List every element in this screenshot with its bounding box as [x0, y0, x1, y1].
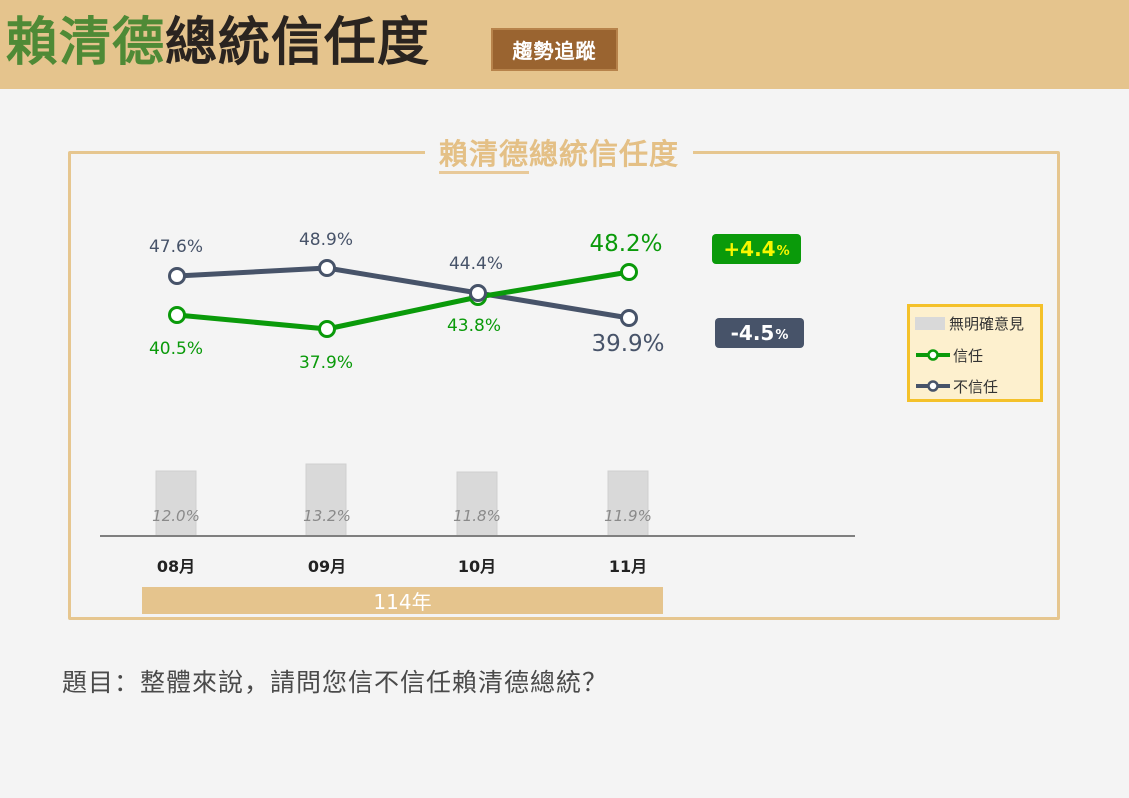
legend-item-no-opinion: 無明確意見	[915, 312, 1024, 334]
distrust-label: 39.9%	[591, 331, 664, 357]
trend-badge: 趨勢追蹤	[491, 28, 618, 71]
no-opinion-bars: 12.0% 13.2% 11.8% 11.9%	[152, 463, 652, 537]
legend-label: 無明確意見	[949, 314, 1025, 333]
distrust-delta-value: -4.5	[730, 321, 775, 345]
chart-legend: 無明確意見 信任 不信任	[907, 304, 1043, 402]
legend-label: 不信任	[953, 377, 999, 396]
distrust-label: 47.6%	[149, 237, 203, 257]
trust-series	[168, 263, 638, 338]
distrust-point	[318, 259, 336, 277]
bar-09	[305, 463, 347, 537]
legend-item-distrust: 不信任	[915, 375, 998, 397]
trust-delta-unit: %	[776, 243, 790, 259]
bar-swatch-icon	[915, 316, 945, 330]
page-header: 賴清德總統信任度 趨勢追蹤	[0, 0, 1129, 89]
bar-label: 12.0%	[152, 507, 200, 525]
page-title-rest: 總統信任度	[165, 13, 431, 73]
distrust-points	[168, 259, 638, 327]
trust-point	[318, 320, 336, 338]
trust-label: 43.8%	[447, 316, 501, 336]
distrust-delta-unit: %	[775, 327, 789, 343]
chart-title-rest: 總統信任度	[529, 137, 680, 171]
trust-point	[168, 306, 186, 324]
distrust-line-marker-icon	[916, 380, 950, 392]
bar-11	[607, 470, 649, 537]
bar-label: 11.9%	[604, 507, 652, 525]
survey-question: 題目：整體來說，請問您信不信任賴清德總統？	[62, 668, 609, 697]
trust-label: 40.5%	[149, 339, 203, 359]
distrust-point	[469, 284, 487, 302]
year-group-label: 114年	[142, 587, 663, 614]
legend-label: 信任	[953, 346, 984, 365]
distrust-point	[168, 267, 186, 285]
distrust-delta-badge: -4.5%	[715, 318, 804, 348]
page-title: 賴清德總統信任度	[6, 8, 430, 78]
distrust-label: 44.4%	[449, 254, 503, 274]
distrust-point	[620, 309, 638, 327]
trust-delta-badge: +4.4%	[712, 234, 801, 264]
bar-label: 13.2%	[303, 507, 351, 525]
bar-10	[456, 471, 498, 537]
trust-delta-value: +4.4	[723, 237, 776, 261]
x-tick-label: 10月	[457, 557, 497, 576]
x-tick-label: 08月	[156, 557, 196, 576]
page-title-name: 賴清德	[6, 13, 166, 73]
distrust-label: 48.9%	[299, 230, 353, 250]
bar-08	[155, 470, 197, 537]
x-tick-label: 09月	[307, 557, 347, 576]
trust-label: 37.9%	[299, 353, 353, 373]
legend-item-trust: 信任	[915, 344, 983, 366]
x-tick-label: 11月	[608, 557, 648, 576]
bar-label: 11.8%	[453, 507, 501, 525]
trust-point	[620, 263, 638, 281]
trust-line-marker-icon	[916, 349, 950, 361]
trust-label: 48.2%	[589, 231, 662, 257]
distrust-series	[176, 265, 630, 321]
chart-title-name: 賴清德	[439, 137, 530, 174]
chart-title: 賴清德總統信任度	[425, 133, 694, 175]
